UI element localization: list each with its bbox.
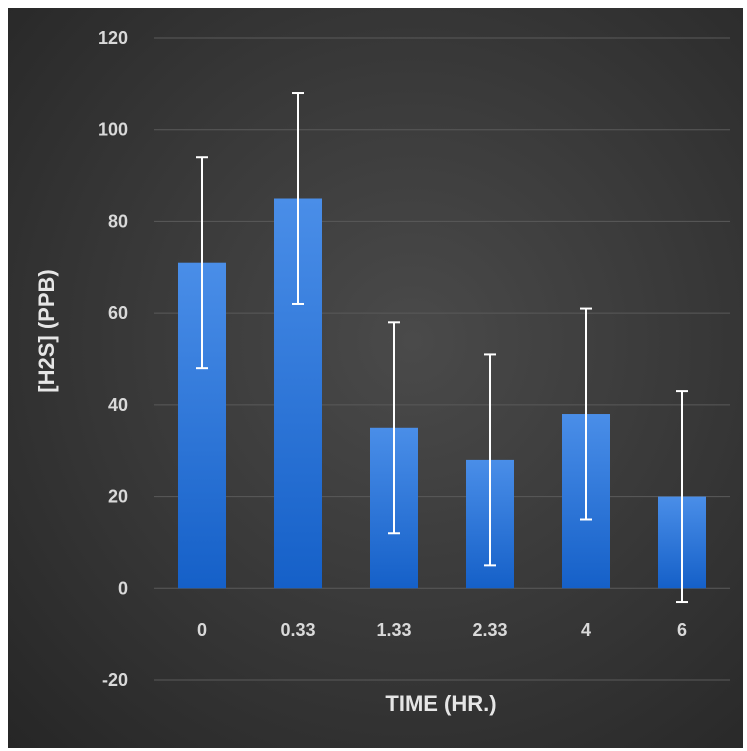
x-axis-title: TIME (HR.) [385, 691, 496, 716]
y-tick-label: 40 [108, 395, 128, 415]
y-tick-label: 100 [98, 120, 128, 140]
y-tick-label: 0 [118, 578, 128, 598]
y-tick-labels: -20 0 20 40 60 80 100 120 [98, 28, 128, 690]
error-bar-6 [676, 390, 688, 604]
x-tick-labels: 0 0.33 1.33 2.33 4 6 [197, 620, 687, 640]
bars [178, 198, 706, 589]
gridlines [154, 37, 730, 681]
chart-area: -20 0 20 40 60 80 100 120 0 0.33 1.33 2.33 4 6 [H2S]… [8, 8, 743, 748]
x-tick-label: 0.33 [280, 620, 315, 640]
x-tick-label: 2.33 [472, 620, 507, 640]
y-tick-label: -20 [102, 670, 128, 690]
bar-chart: -20 0 20 40 60 80 100 120 0 0.33 1.33 2.33 4 6 [H2S]… [34, 28, 730, 716]
y-tick-label: 80 [108, 211, 128, 231]
y-axis-title: [H2S] (PPB) [34, 269, 59, 392]
x-tick-label: 0 [197, 620, 207, 640]
y-tick-label: 20 [108, 487, 128, 507]
error-bar-4 [580, 307, 592, 521]
error-bar-0 [196, 156, 208, 370]
y-tick-label: 60 [108, 303, 128, 323]
error-bar-2.33 [484, 353, 496, 567]
y-tick-label: 120 [98, 28, 128, 48]
x-tick-label: 4 [581, 620, 591, 640]
error-bar-0.33 [292, 92, 304, 305]
error-bars [196, 92, 688, 604]
x-tick-label: 6 [677, 620, 687, 640]
x-tick-label: 1.33 [376, 620, 411, 640]
error-bar-1.33 [388, 321, 400, 535]
